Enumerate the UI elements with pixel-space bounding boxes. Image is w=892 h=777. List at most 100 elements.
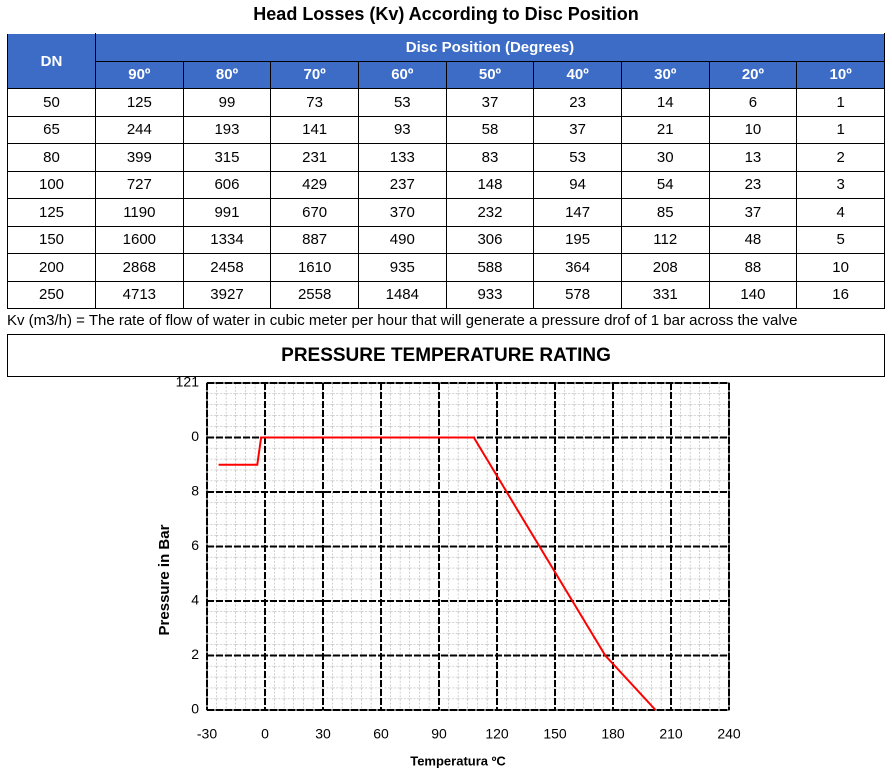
header-row: DN Disc Position (Degrees) [7,33,885,89]
table-cell: 231 [270,143,359,172]
x-tick-label: 30 [315,726,331,742]
table-cell: 578 [533,280,622,309]
x-tick-label: 90 [431,726,447,742]
table-cell: 4 [796,198,885,227]
table-row: 200 2868 2458 1610 935 588 364 208 88 10 [7,253,885,282]
table-cell: 193 [182,115,272,144]
table-cell: 65 [7,115,96,144]
table-cell: 887 [270,225,359,254]
table-cell: 2558 [270,280,359,309]
table-cell: 5 [796,225,885,254]
table-cell: 370 [357,198,447,227]
x-tick-label: 150 [543,726,567,742]
table-cell: 30 [620,143,710,172]
chart-title: PRESSURE TEMPERATURE RATING [7,334,885,377]
table-cell: 195 [533,225,622,254]
table-cell: 244 [95,115,184,144]
column-header: 70º [270,60,359,89]
table-cell: 141 [270,115,359,144]
table-cell: 21 [620,115,710,144]
table-row: 150 1600 1334 887 490 306 195 112 48 5 [7,225,885,254]
plot-frame [206,382,730,711]
table-row: 100 727 606 429 237 148 94 54 23 3 [7,170,885,199]
table-cell: 3927 [182,280,272,309]
column-header: 40º [533,60,622,89]
column-header: 20º [708,60,798,89]
table-cell: 125 [7,198,96,227]
table-cell: 727 [95,170,184,199]
x-tick-label: 0 [261,726,269,742]
table-row: 250 4713 3927 2558 1484 933 578 331 140 16 [7,280,885,309]
corner-header: DN [7,33,96,89]
y-tick-label: 8 [191,483,199,499]
table-cell: 935 [357,253,447,282]
table-cell: 250 [7,280,96,309]
table-cell: 208 [620,253,710,282]
group-header: Disc Position (Degrees) [95,33,885,62]
column-header: 90º [95,60,184,89]
table-cell: 37 [533,115,622,144]
x-tick-label: 180 [601,726,625,742]
table-cell: 93 [357,115,447,144]
table-cell: 4713 [95,280,184,309]
table-cell: 37 [708,198,798,227]
table-cell: 490 [357,225,447,254]
y-tick-label: 2 [191,646,199,662]
table-cell: 1 [796,115,885,144]
table-cell: 2868 [95,253,184,282]
table-cell: 23 [533,88,622,117]
table-cell: 306 [445,225,535,254]
table-cell: 23 [708,170,798,199]
table-cell: 1334 [182,225,272,254]
column-header: 10º [796,60,885,89]
table-cell: 13 [708,143,798,172]
header-row: 90º 80º 70º 60º 50º 40º 30º 20º 10º [8,60,885,89]
table-cell: 1610 [270,253,359,282]
x-tick-label: 60 [373,726,389,742]
table-cell: 588 [445,253,535,282]
column-header: 30º [620,60,710,89]
column-header: 50º [445,60,535,89]
table-cell: 80 [7,143,96,172]
table-row: 80 399 315 231 133 83 53 30 13 2 [7,143,885,172]
table-cell: 331 [620,280,710,309]
x-tick-label: -30 [197,726,217,742]
y-tick-label: 6 [191,537,199,553]
y-axis-label: Pressure in Bar [156,524,173,635]
table-cell: 3 [796,170,885,199]
table-cell: 1484 [357,280,447,309]
table-cell: 85 [620,198,710,227]
table-cell: 237 [357,170,447,199]
x-tick-label: 120 [485,726,509,742]
table-cell: 140 [708,280,798,309]
table-body: 50 125 99 73 53 37 23 14 6 1 65 244 193 141 93 58 37 21 10… [7,88,885,309]
table-cell: 112 [620,225,710,254]
table-cell: 53 [357,88,447,117]
table-cell: 16 [796,280,885,309]
table-cell: 232 [445,198,535,227]
table-cell: 933 [445,280,535,309]
x-tick-label: 240 [717,726,741,742]
table-cell: 94 [533,170,622,199]
table-title: Head Losses (Kv) According to Disc Posit… [253,4,639,24]
table-cell: 991 [182,198,272,227]
table-cell: 50 [7,88,96,117]
table-cell: 10 [708,115,798,144]
table-row: 65 244 193 141 93 58 37 21 10 1 [7,115,885,144]
y-tick-label: 121 [176,374,200,390]
y-tick-label: 4 [191,592,199,608]
table-cell: 606 [182,170,272,199]
data-line [218,436,657,711]
table-cell: 429 [270,170,359,199]
table-cell: 147 [533,198,622,227]
table-cell: 125 [95,88,184,117]
table-cell: 315 [182,143,272,172]
table-cell: 58 [445,115,535,144]
table-cell: 133 [357,143,447,172]
x-tick-label: 210 [659,726,683,742]
table-cell: 1600 [95,225,184,254]
table-cell: 83 [445,143,535,172]
table-row: 125 1190 991 670 370 232 147 85 37 4 [7,198,885,227]
